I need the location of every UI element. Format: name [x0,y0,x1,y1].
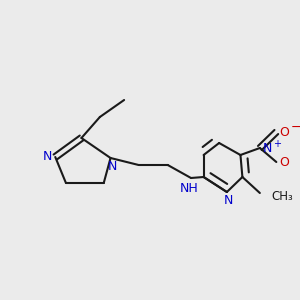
Text: −: − [290,121,300,134]
Text: +: + [273,139,281,149]
Text: N: N [108,160,117,172]
Text: N: N [43,151,52,164]
Text: CH₃: CH₃ [272,190,293,202]
Text: N: N [263,142,272,154]
Text: NH: NH [180,182,198,194]
Text: O: O [279,125,289,139]
Text: N: N [224,194,233,208]
Text: O: O [279,155,289,169]
